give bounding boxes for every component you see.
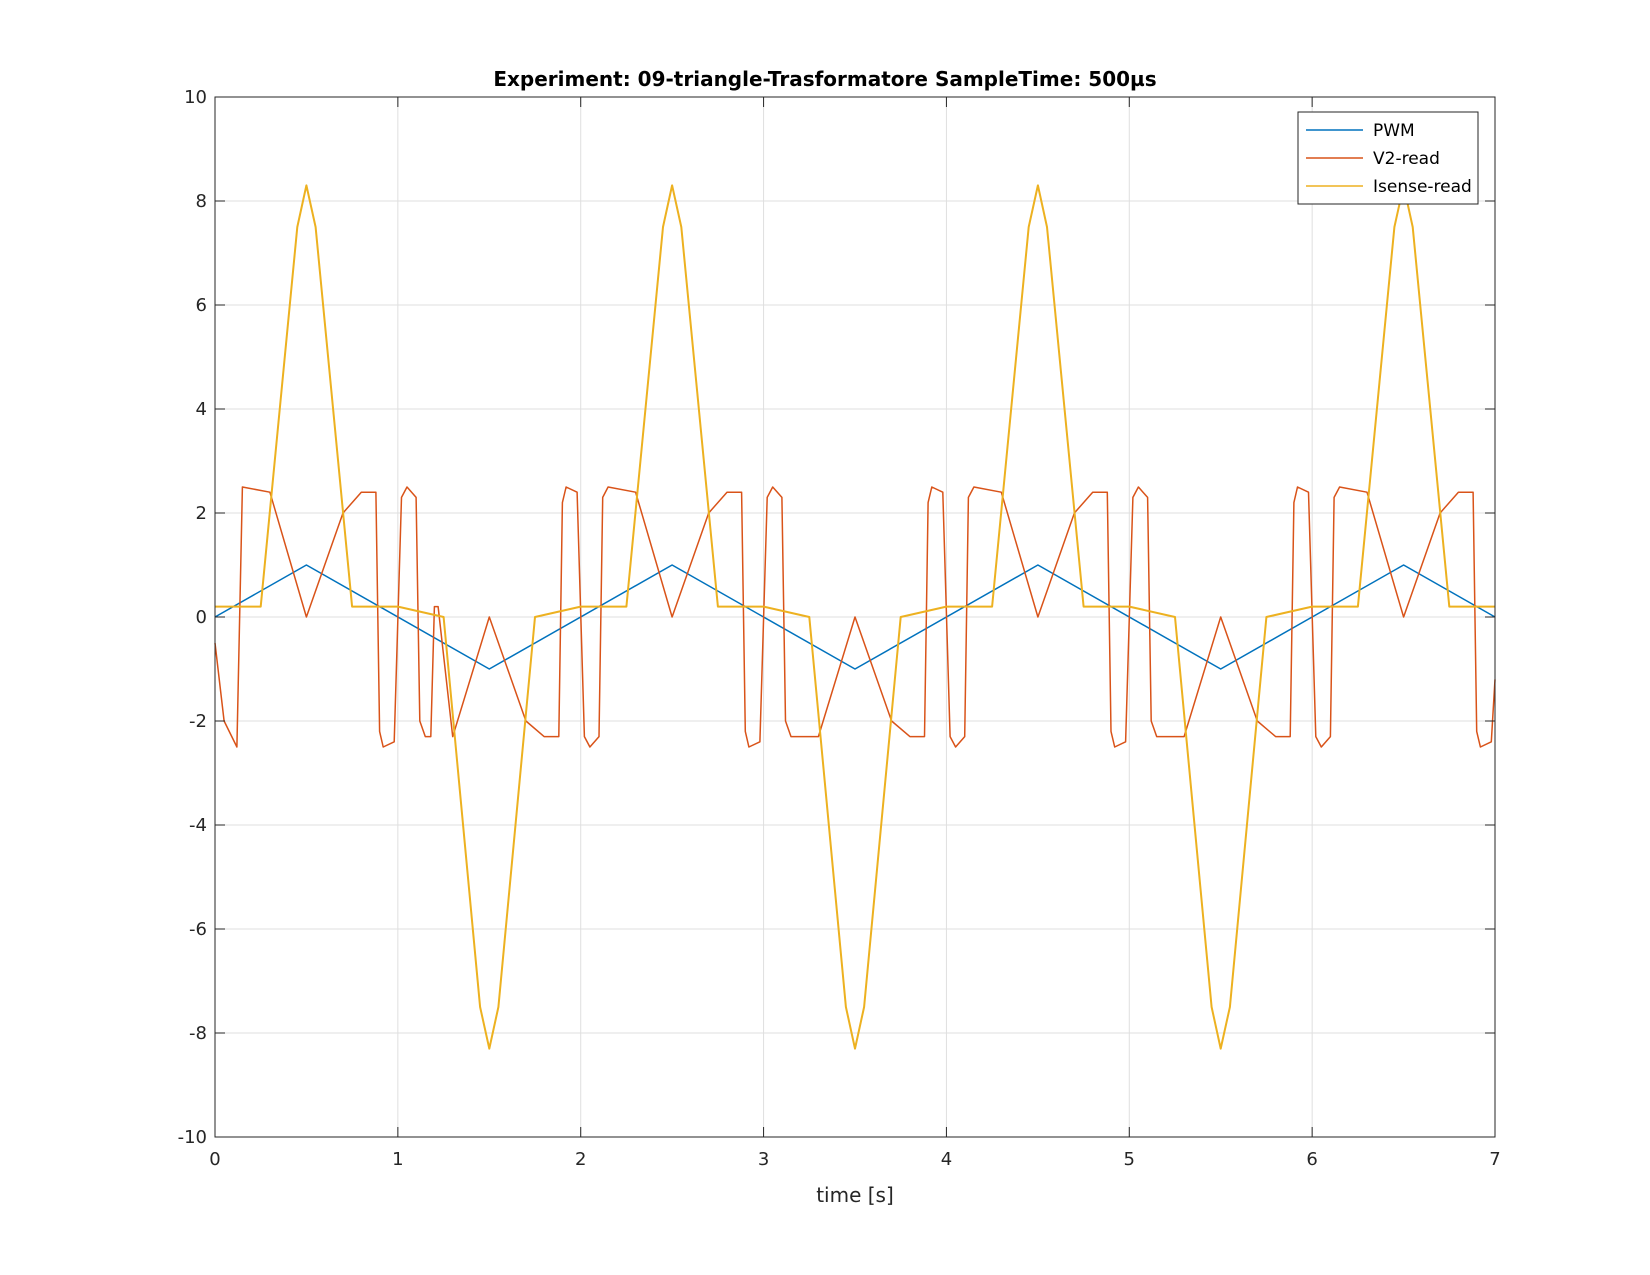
axis-ticks: 0 1 2 3 4 5 6 7 -10 -8 -6 -4 -2 0 2 4 6 8 10 [178, 87, 1501, 1170]
x-tick-label: 1 [392, 1149, 403, 1170]
y-tick-label: 10 [184, 87, 207, 108]
legend-label: PWM [1373, 121, 1415, 141]
legend-label: Isense-read [1373, 177, 1472, 197]
series-layer [214, 184, 1496, 1050]
x-tick-label: 4 [941, 1149, 952, 1170]
y-tick-label: -4 [189, 815, 207, 836]
y-tick-label: -10 [178, 1127, 207, 1148]
y-tick-label: 0 [196, 607, 207, 628]
legend-label: V2-read [1373, 149, 1440, 169]
x-axis-label: time [s] [816, 1183, 894, 1207]
plot-area: 0 1 2 3 4 5 6 7 -10 -8 -6 -4 -2 0 2 4 6 8 10 [178, 87, 1501, 1170]
y-tick-label: 6 [196, 295, 207, 316]
x-tick-label: 6 [1306, 1149, 1317, 1170]
series-line-v2-read [214, 486, 1496, 748]
x-tick-label: 0 [209, 1149, 220, 1170]
legend: PWM V2-read Isense-read [1297, 111, 1479, 205]
x-tick-label: 3 [758, 1149, 769, 1170]
y-tick-label: -8 [189, 1023, 207, 1044]
y-tick-label: -6 [189, 919, 207, 940]
y-tick-label: 4 [196, 399, 207, 420]
series-line-pwm [214, 564, 1496, 670]
x-tick-label: 5 [1124, 1149, 1135, 1170]
series-line-isense-read [215, 184, 1495, 1050]
y-tick-label: -2 [189, 711, 207, 732]
chart-title: Experiment: 09-triangle-Trasformatore Sa… [493, 67, 1156, 91]
x-tick-label: 7 [1489, 1149, 1500, 1170]
x-tick-label: 2 [575, 1149, 586, 1170]
y-tick-label: 2 [196, 503, 207, 524]
y-tick-label: 8 [196, 191, 207, 212]
